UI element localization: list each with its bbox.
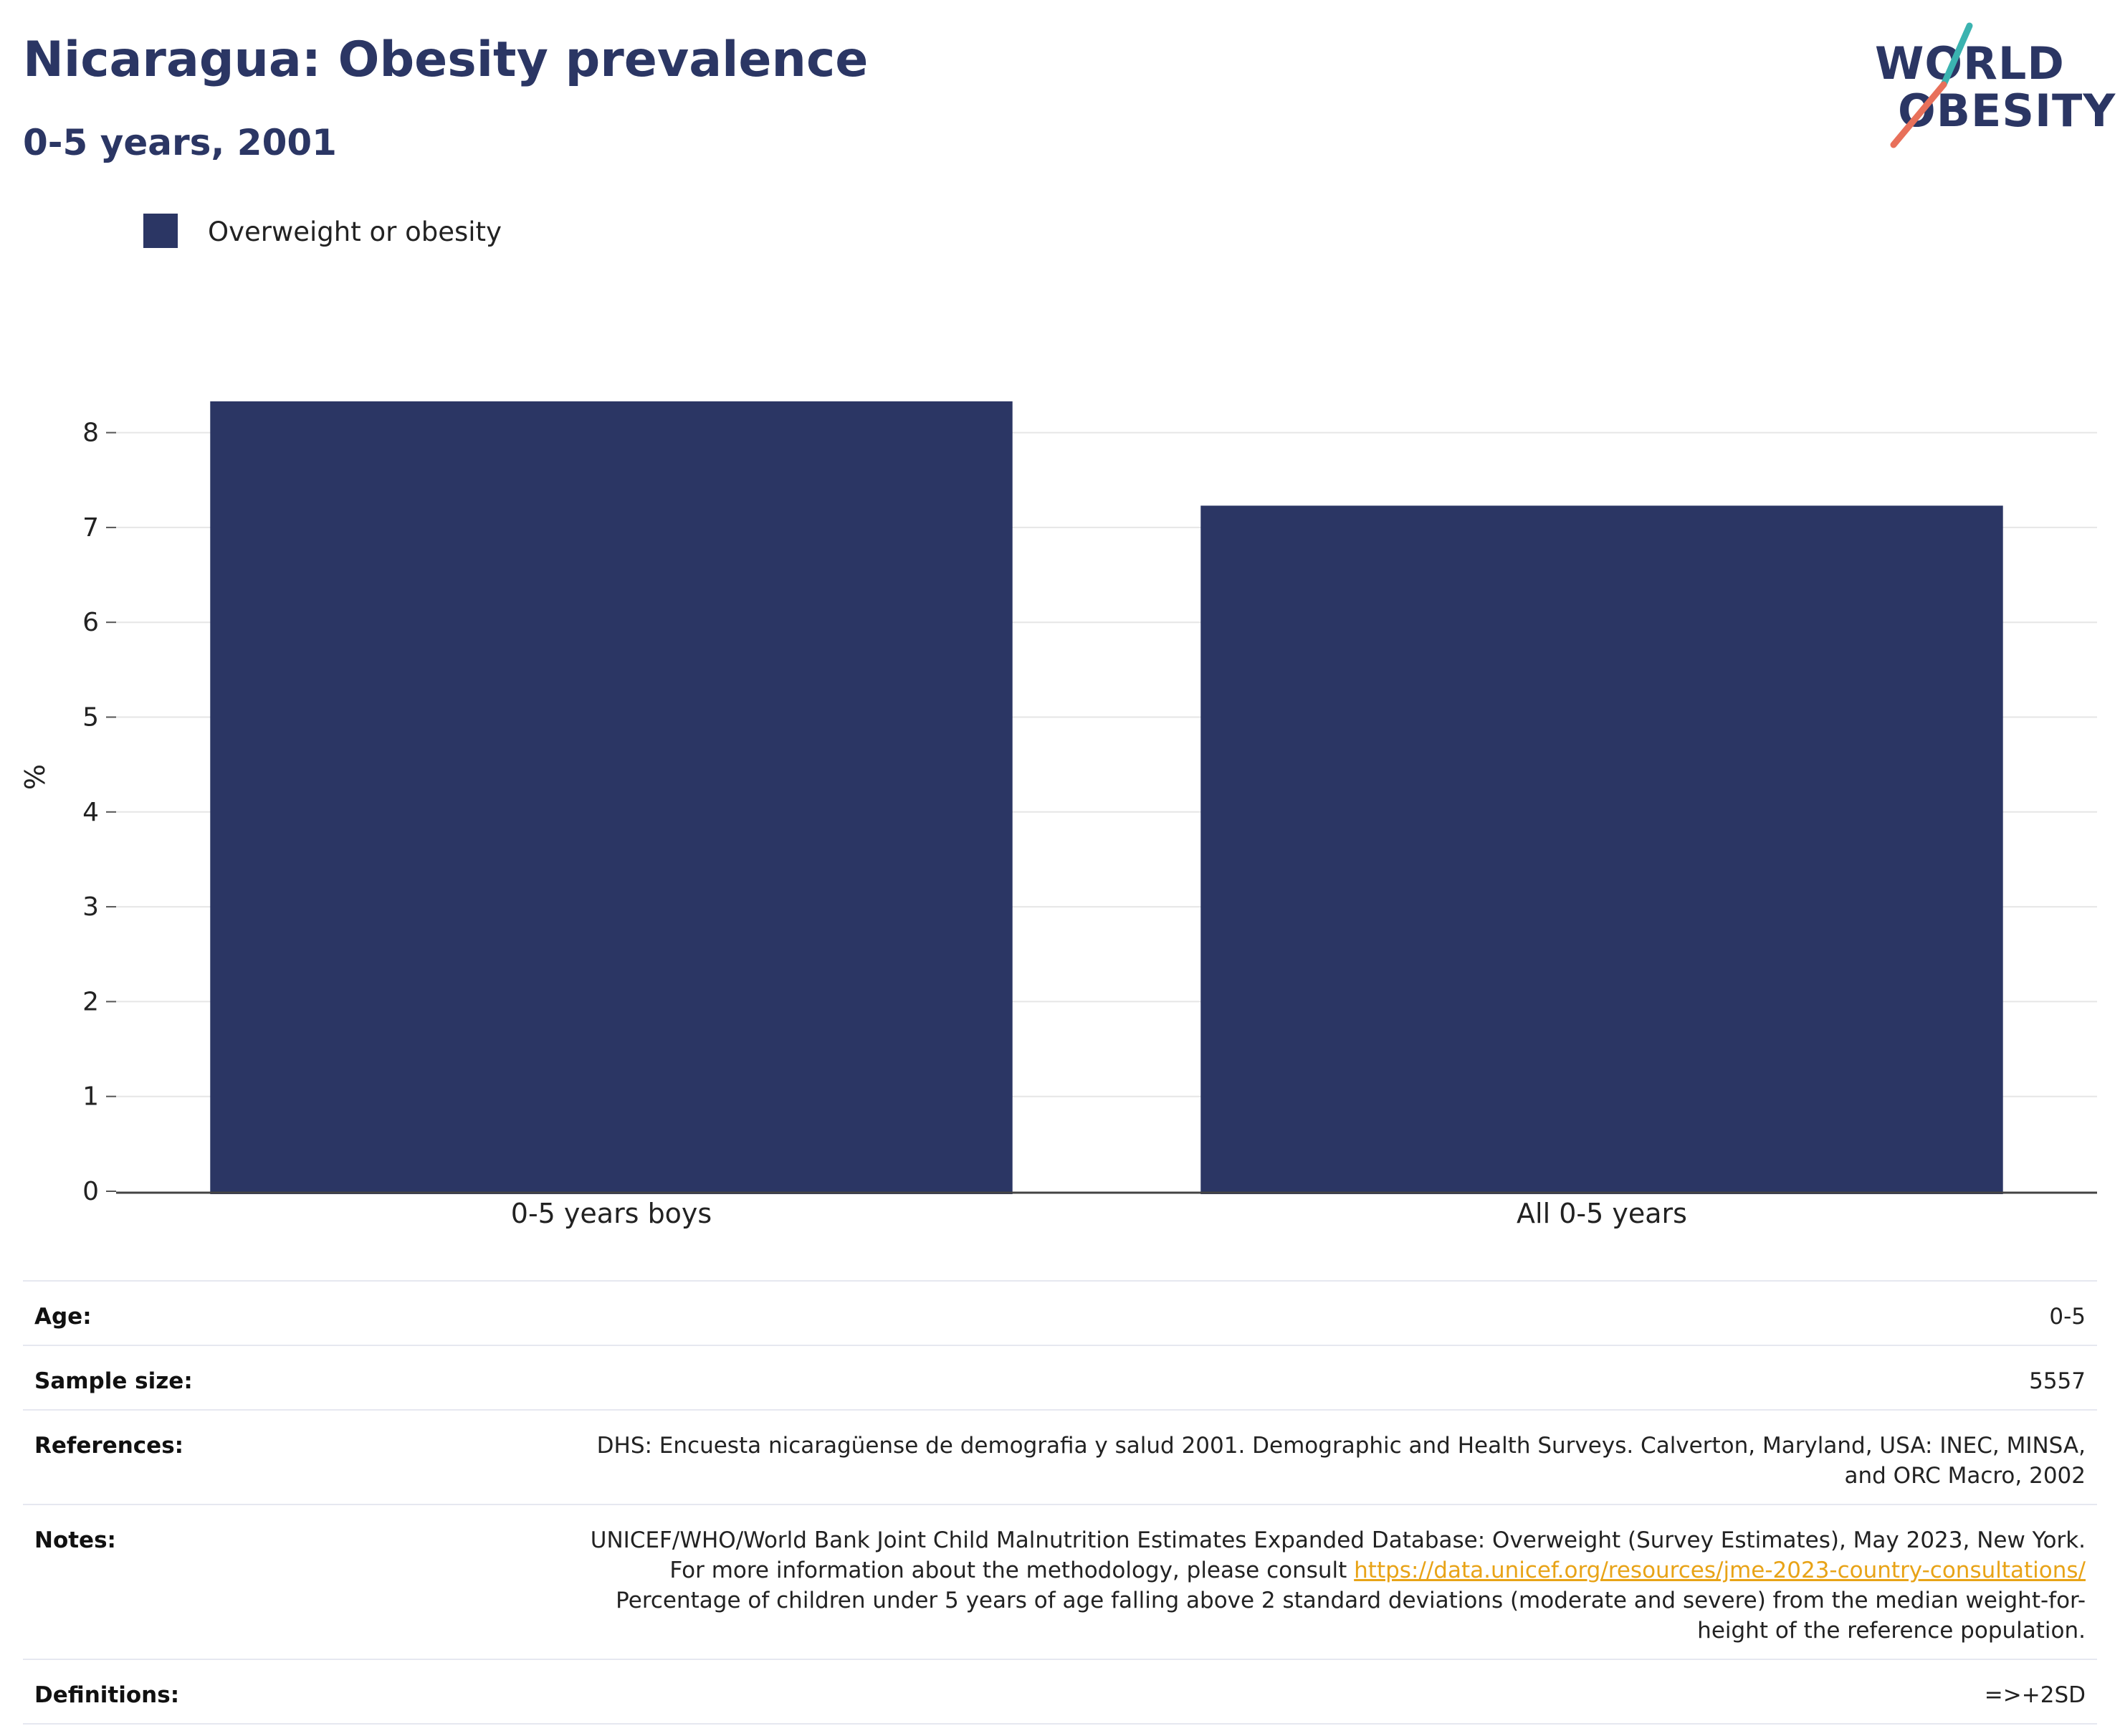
notes-link[interactable]: https://data.unicef.org/resources/jme-20… — [1354, 1558, 2086, 1583]
age-label: Age: — [34, 1304, 92, 1330]
y-tick-label: 6 — [82, 608, 99, 637]
logo-word-world: WORLD — [1875, 37, 2065, 90]
sample-size-value: 5557 — [2029, 1368, 2086, 1394]
notes-label: Notes: — [34, 1527, 116, 1553]
chart-subtitle: 0-5 years, 2001 — [23, 122, 337, 163]
x-tick-label: 0-5 years boys — [511, 1198, 712, 1229]
table-row-definitions: Definitions: =>+2SD — [23, 1660, 2097, 1725]
y-tick-label: 3 — [82, 892, 99, 922]
bars — [210, 401, 2003, 1195]
notes-value: UNICEF/WHO/World Bank Joint Child Malnut… — [407, 1525, 2086, 1646]
sample-size-label: Sample size: — [34, 1368, 193, 1394]
metadata-table: Age: 0-5 Sample size: 5557 References: D… — [23, 1280, 2097, 1725]
age-value: 0-5 — [2049, 1304, 2086, 1330]
y-tick-label: 1 — [82, 1082, 99, 1112]
y-tick-label: 5 — [82, 703, 99, 733]
definitions-value: =>+2SD — [1984, 1682, 2086, 1708]
y-tick-label: 8 — [82, 419, 99, 448]
axes: 0 1 2 3 4 5 6 7 8 0-5 years boys All 0-5 years% — [19, 419, 2097, 1229]
table-row-age: Age: 0-5 — [23, 1282, 2097, 1346]
y-tick-label: 0 — [82, 1177, 99, 1206]
definitions-label: Definitions: — [34, 1682, 180, 1708]
table-row-notes: Notes: UNICEF/WHO/World Bank Joint Child… — [23, 1505, 2097, 1660]
y-tick-label: 2 — [82, 987, 99, 1016]
notes-text-after: Percentage of children under 5 years of … — [616, 1588, 2086, 1644]
chart-title: Nicaragua: Obesity prevalence — [23, 32, 869, 88]
y-tick-label: 4 — [82, 798, 99, 827]
references-value: DHS: Encuesta nicaragüense de demografia… — [596, 1433, 2086, 1489]
bar-chart: 0 1 2 3 4 5 6 7 8 0-5 years boys All 0-5 years% — [19, 401, 2097, 1229]
legend-swatch — [143, 214, 178, 248]
table-row-references: References: DHS: Encuesta nicaragüense d… — [23, 1411, 2097, 1505]
logo-slash-icon — [1890, 22, 1973, 148]
x-tick-label: All 0-5 years — [1517, 1198, 1687, 1229]
bar — [1200, 505, 2003, 1194]
legend-label: Overweight or obesity — [208, 216, 502, 247]
y-tick-label: 7 — [82, 513, 99, 543]
bar — [210, 401, 1013, 1195]
references-label: References: — [34, 1433, 184, 1459]
notes-text-before: UNICEF/WHO/World Bank Joint Child Malnut… — [590, 1527, 2086, 1583]
table-row-sample-size: Sample size: 5557 — [23, 1346, 2097, 1411]
world-obesity-logo[interactable]: WORLD OBESITY — [1863, 22, 2115, 158]
y-axis-label: % — [19, 764, 51, 790]
